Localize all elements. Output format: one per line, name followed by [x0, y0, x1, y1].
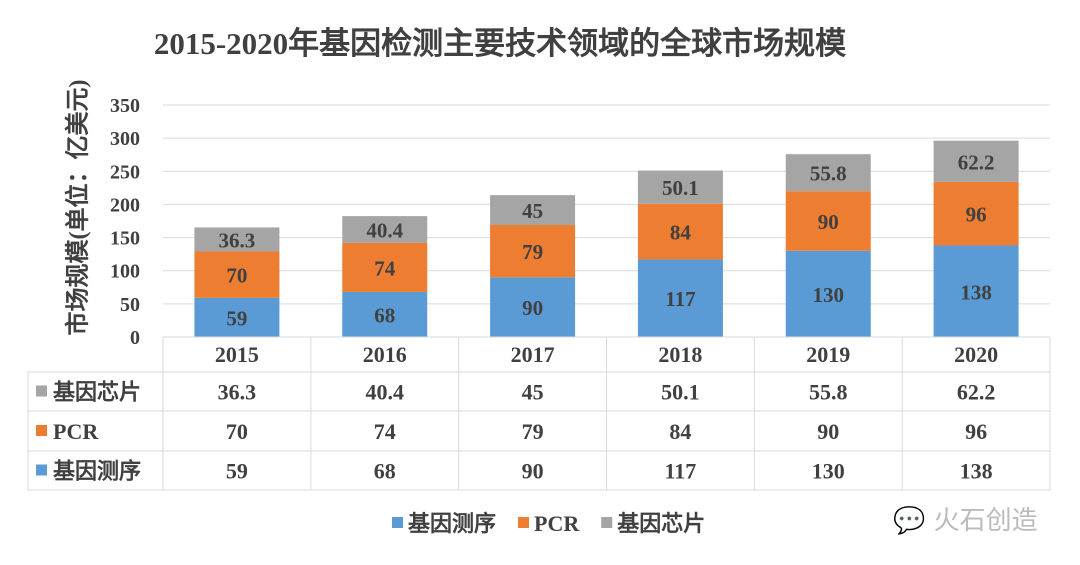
data-label: 68 — [374, 303, 395, 327]
data-label: 130 — [813, 283, 845, 307]
data-label: 45 — [522, 199, 543, 223]
table-cell: 40.4 — [366, 380, 405, 405]
bar-segment — [637, 170, 723, 204]
legend-swatch-icon — [392, 517, 403, 528]
table-cell: 70 — [226, 419, 248, 444]
watermark-text: 火石创造 — [933, 506, 1038, 536]
data-label: 62.2 — [958, 150, 995, 174]
bar-segment — [637, 203, 723, 260]
table-cell: 50.1 — [661, 380, 700, 405]
bar-segment — [194, 251, 280, 298]
x-tick-label: 2017 — [511, 342, 555, 367]
data-label: 74 — [374, 256, 396, 280]
y-tick-label: 0 — [130, 327, 140, 349]
data-label: 90 — [522, 296, 543, 320]
y-tick-label: 200 — [110, 194, 140, 216]
table-cell: 59 — [226, 459, 248, 484]
y-tick-label: 300 — [110, 128, 140, 150]
bar-segment — [785, 154, 871, 192]
legend-key-icon — [36, 464, 47, 476]
table-row-label: 基因芯片 — [53, 380, 141, 405]
legend-swatch-icon — [601, 517, 613, 528]
y-tick-label: 50 — [120, 294, 140, 316]
table-cell: 96 — [965, 419, 987, 444]
data-label: 70 — [226, 264, 247, 288]
wechat-icon: 💬 — [893, 506, 926, 536]
legend-key-icon — [36, 385, 47, 397]
table-cell: 45 — [522, 380, 544, 405]
legend-item: 基因芯片 — [617, 511, 705, 536]
bar-segment — [933, 140, 1019, 182]
table-cell: 79 — [522, 419, 544, 444]
legend-key-icon — [36, 425, 47, 436]
bar-segment — [342, 291, 428, 337]
data-label: 117 — [665, 287, 695, 311]
data-label: 50.1 — [662, 176, 699, 200]
table-cell: 90 — [522, 459, 544, 484]
data-label: 84 — [670, 221, 692, 245]
data-label: 40.4 — [366, 218, 403, 242]
data-label: 59 — [226, 306, 247, 330]
x-tick-label: 2016 — [363, 342, 407, 367]
table-cell: 84 — [669, 419, 691, 444]
bar-segment — [933, 245, 1019, 337]
table-cell: 138 — [960, 459, 993, 484]
table-cell: 130 — [812, 459, 845, 484]
table-cell: 74 — [374, 419, 396, 444]
table-row-label: PCR — [53, 419, 99, 444]
table-cell: 36.3 — [218, 380, 257, 405]
table-cell: 90 — [817, 419, 839, 444]
watermark: 💬 火石创造 — [893, 500, 1038, 537]
table-cell: 62.2 — [957, 380, 996, 405]
bar-segment — [637, 259, 723, 337]
data-label: 96 — [966, 203, 987, 227]
y-tick-label: 150 — [110, 228, 140, 250]
legend-swatch-icon — [518, 517, 530, 528]
bar-segment — [490, 277, 576, 337]
data-label: 36.3 — [219, 228, 256, 252]
legend-item: 基因测序 — [408, 511, 496, 536]
bar-segment — [194, 227, 280, 252]
x-tick-label: 2019 — [806, 342, 850, 367]
data-label: 138 — [960, 280, 992, 304]
x-tick-label: 2020 — [954, 342, 998, 367]
bar-segment — [785, 250, 871, 337]
bar-segment — [933, 181, 1019, 246]
bar-segment — [194, 297, 280, 337]
table-cell: 117 — [665, 459, 697, 484]
bar-segment — [785, 191, 871, 251]
x-tick-label: 2018 — [658, 342, 702, 367]
bar-segment — [342, 216, 428, 243]
table-cell: 55.8 — [809, 380, 848, 405]
bar-segment — [490, 195, 576, 225]
y-tick-label: 250 — [110, 161, 140, 183]
table-cell: 68 — [374, 459, 396, 484]
bar-segment — [342, 242, 428, 292]
bar-segment — [490, 224, 576, 278]
y-tick-label: 100 — [110, 261, 140, 283]
y-tick-label: 350 — [110, 95, 140, 117]
data-label: 79 — [522, 240, 543, 264]
chart-title: 2015-2020年基因检测主要技术领域的全球市场规模 — [153, 26, 847, 61]
table-row-label: 基因测序 — [53, 459, 141, 484]
data-label: 90 — [818, 210, 839, 234]
data-label: 55.8 — [810, 162, 847, 186]
legend-item: PCR — [534, 511, 580, 536]
x-tick-label: 2015 — [215, 342, 259, 367]
